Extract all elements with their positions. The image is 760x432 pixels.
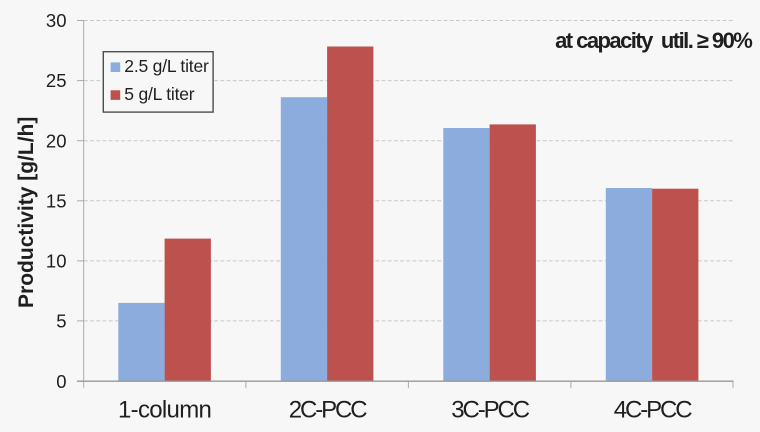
svg-text:2.5 g/L titer: 2.5 g/L titer: [124, 56, 209, 76]
svg-text:2C-PCC: 2C-PCC: [289, 397, 368, 424]
svg-text:25: 25: [46, 70, 67, 91]
svg-text:5: 5: [56, 311, 66, 332]
svg-text:0: 0: [56, 371, 66, 392]
svg-text:at capacity util. ≥ 90%: at capacity util. ≥ 90%: [555, 28, 752, 53]
svg-text:20: 20: [46, 130, 67, 151]
svg-text:4C-PCC: 4C-PCC: [614, 397, 693, 424]
svg-text:10: 10: [46, 251, 67, 272]
svg-text:1-column: 1-column: [118, 397, 211, 424]
svg-text:5 g/L titer: 5 g/L titer: [124, 84, 194, 104]
svg-text:Productivity [g/L/h]: Productivity [g/L/h]: [15, 117, 38, 308]
svg-text:30: 30: [46, 10, 67, 31]
svg-text:3C-PCC: 3C-PCC: [451, 397, 530, 424]
svg-text:15: 15: [46, 190, 67, 211]
